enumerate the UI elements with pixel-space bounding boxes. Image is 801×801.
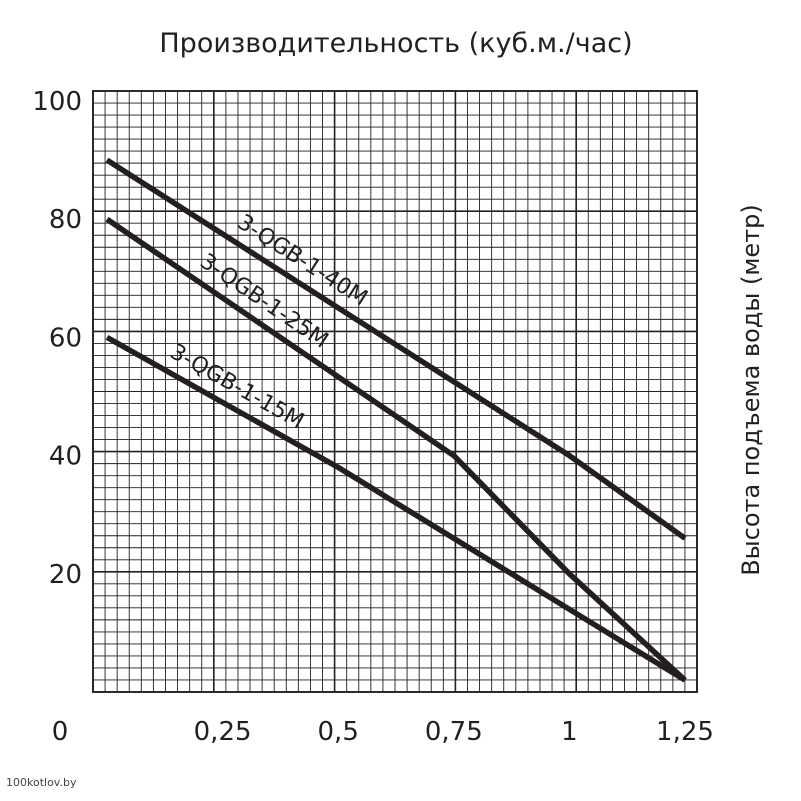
y-tick-label: 80: [49, 205, 82, 235]
x-tick-label: 1: [561, 717, 578, 747]
series-line-3: [105, 335, 687, 683]
chart-title: Производительность (куб.м./час): [159, 28, 632, 59]
y-axis-label: Высота подъема воды (метр): [737, 204, 765, 576]
x-tick-label: 0,75: [425, 717, 483, 747]
x-tick-label: 1,25: [656, 717, 714, 747]
series-lines: [105, 157, 687, 683]
y-tick-label: 40: [49, 442, 82, 472]
x-tick-label: 0,25: [194, 717, 252, 747]
y-tick-label: 60: [49, 323, 82, 353]
grid: [92, 90, 698, 693]
series-line-1: [105, 157, 687, 541]
watermark: 100kotlov.by: [6, 776, 77, 789]
plot-frame: [92, 90, 698, 693]
tick-labels: 0,25 0,5 0,75 1 1,25 20 40 60 80 100: [32, 87, 714, 747]
series-line-2: [105, 216, 687, 683]
origin-label: 0: [52, 717, 69, 747]
y-tick-label: 20: [49, 560, 82, 590]
x-tick-label: 0,5: [318, 717, 359, 747]
y-tick-label: 100: [32, 87, 82, 117]
